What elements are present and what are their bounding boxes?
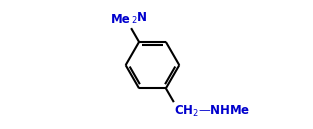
Text: CH$_2$—NHMe: CH$_2$—NHMe bbox=[174, 104, 250, 119]
Text: $_2$N: $_2$N bbox=[131, 11, 148, 26]
Text: Me: Me bbox=[111, 13, 131, 26]
